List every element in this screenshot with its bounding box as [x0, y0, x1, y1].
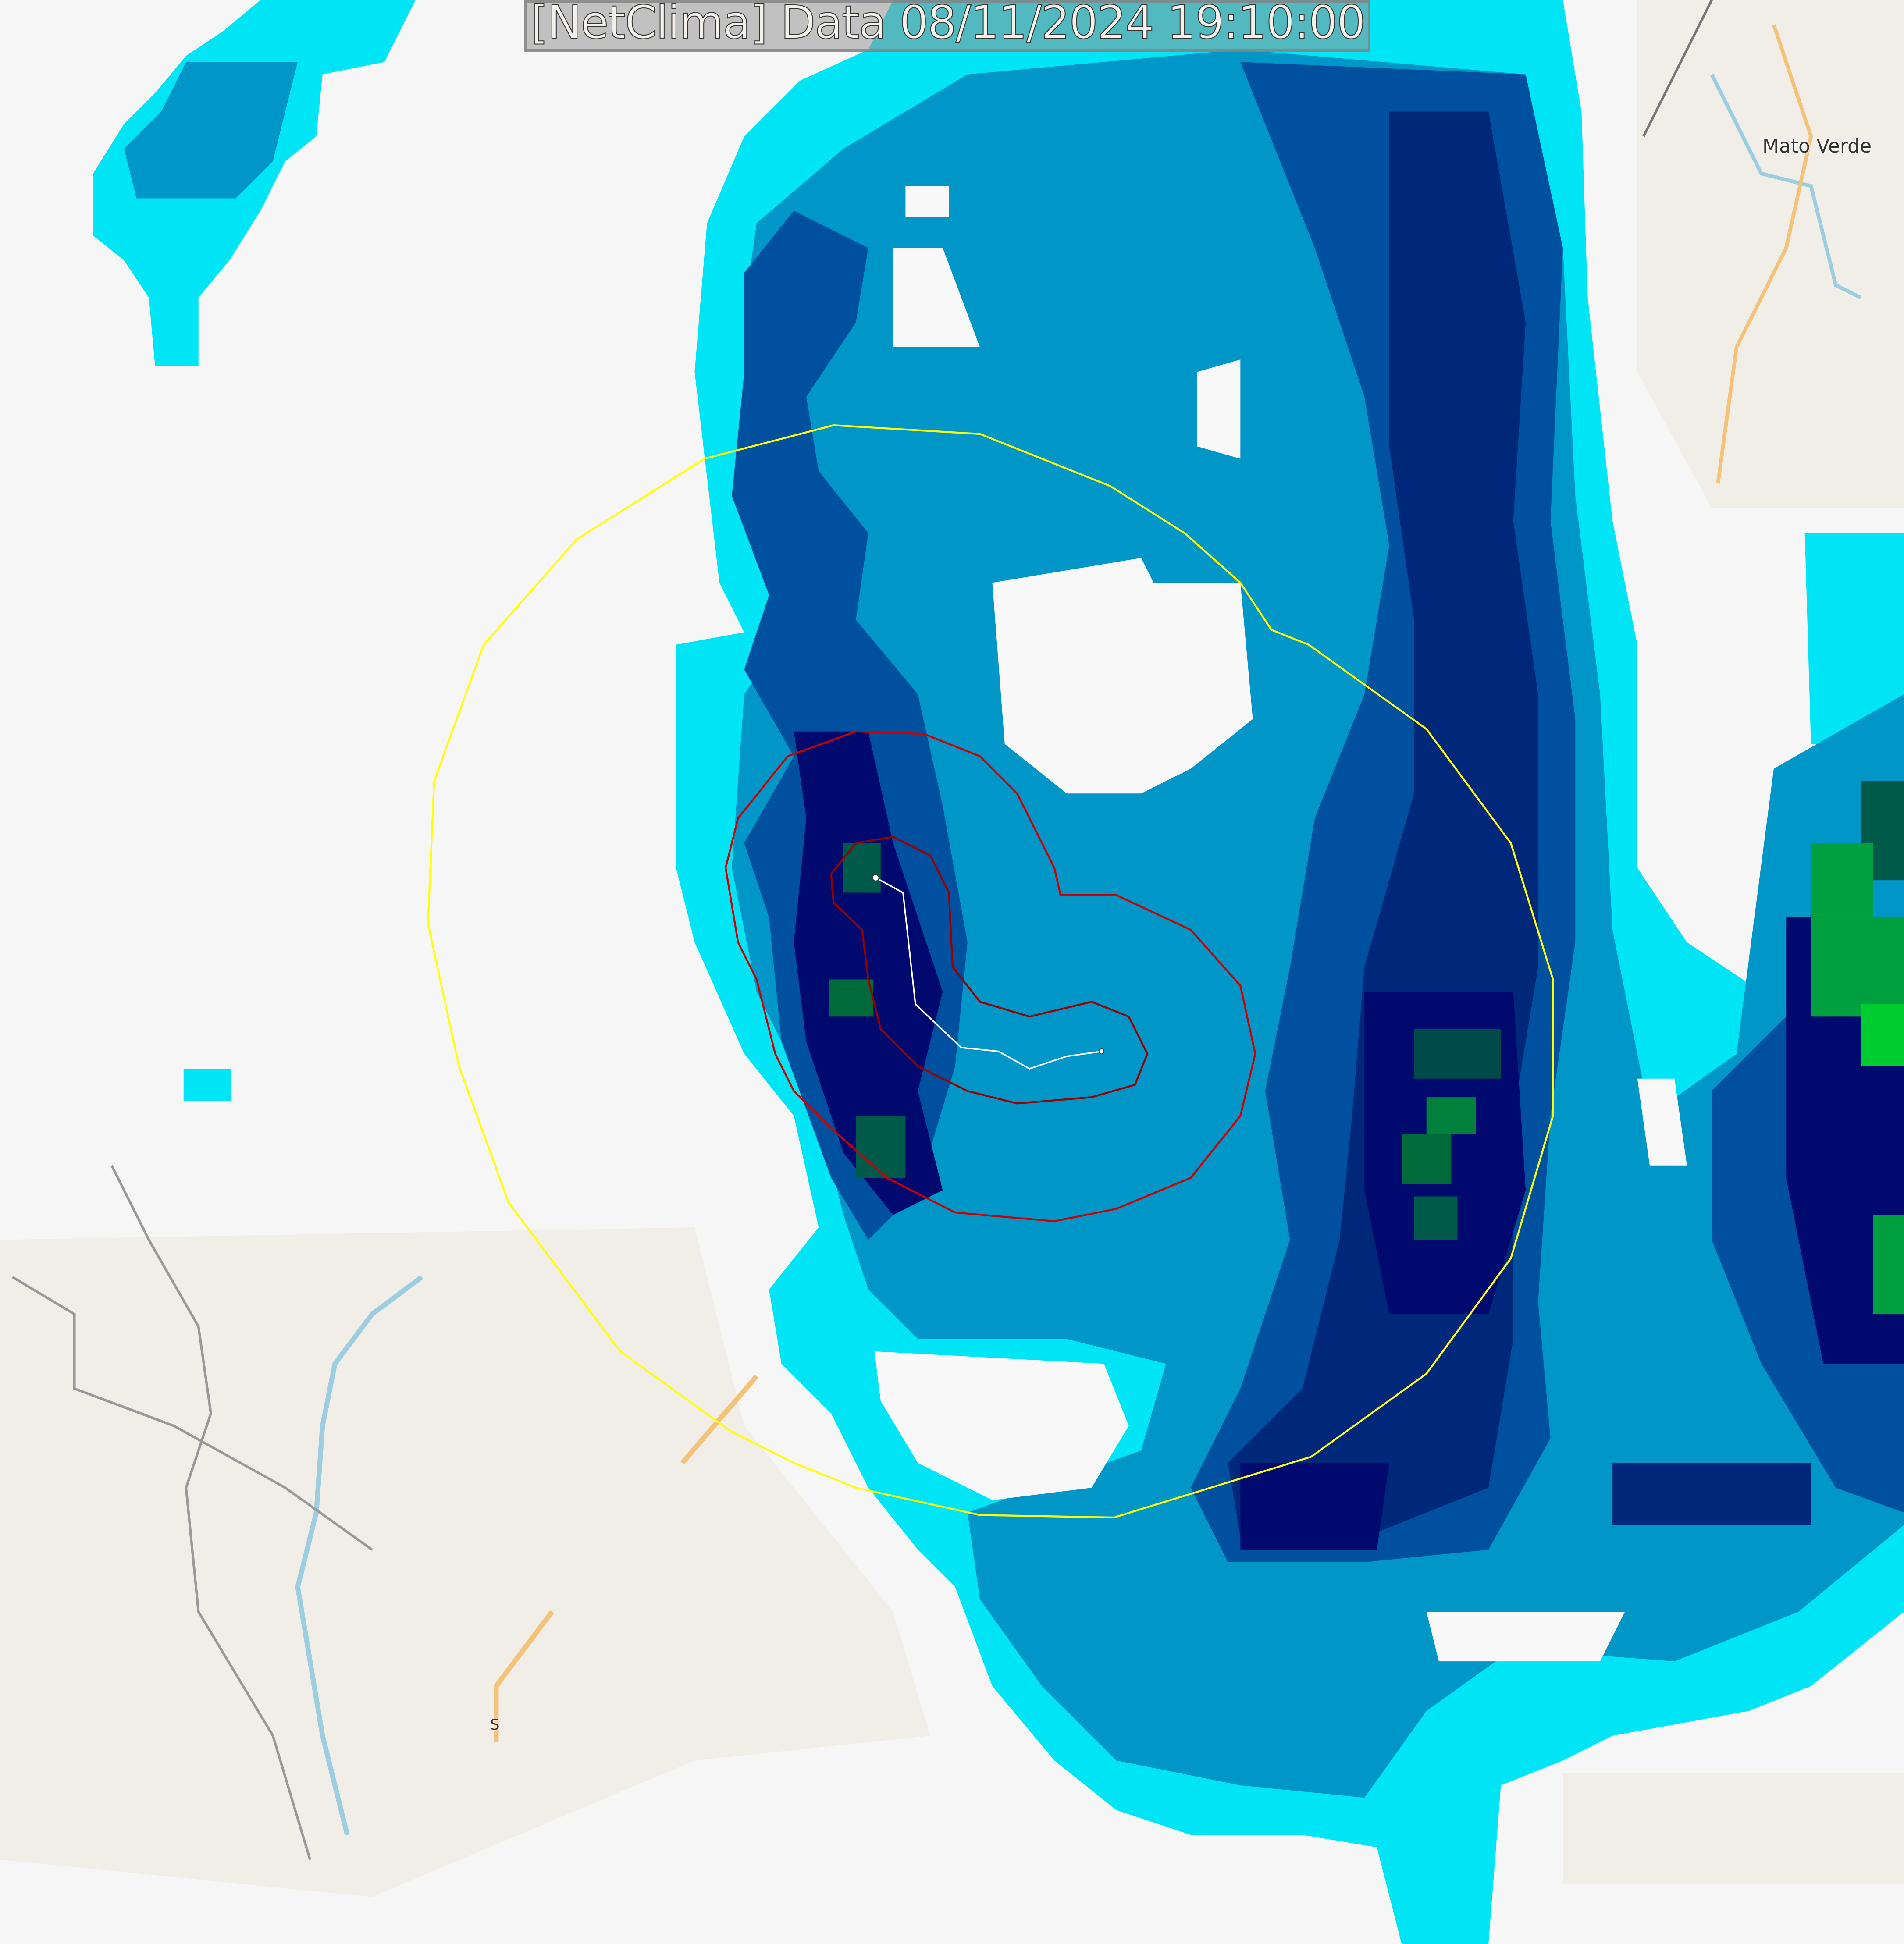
storm-track-start-marker [872, 874, 879, 881]
radar-echo-northwest [93, 0, 416, 1101]
storm-contour-outer [427, 424, 1554, 1519]
road-south [680, 1374, 759, 1465]
road-gray [110, 1165, 312, 1860]
road-gray-2 [11, 1276, 373, 1551]
title-bar [524, 0, 1370, 52]
radar-echo-intense-cells [828, 781, 1904, 1315]
river [295, 1275, 424, 1836]
storm-track-end-marker [1098, 1048, 1104, 1055]
road-northeast [1716, 24, 1813, 484]
land-area-southeast [1562, 1773, 1904, 1885]
storm-contour-middle [724, 730, 1256, 1223]
map-title-timestamp: [NetClima] Data 08/11/2024 19:10:00 [530, 0, 1366, 50]
railway [1642, 0, 1713, 137]
road-south-2 [494, 1610, 554, 1742]
city-label-mato-verde: Mato Verde [1762, 135, 1872, 157]
land-area-northeast [1637, 0, 1904, 508]
radar-echo-main [676, 0, 1904, 1944]
land-area-southwest [0, 1227, 930, 1897]
city-label-s: S [490, 1716, 500, 1734]
storm-track-line [875, 877, 1102, 1070]
river-northeast [1710, 73, 1861, 299]
radar-gaps [874, 186, 1687, 1662]
storm-contour-inner [830, 835, 1149, 1105]
